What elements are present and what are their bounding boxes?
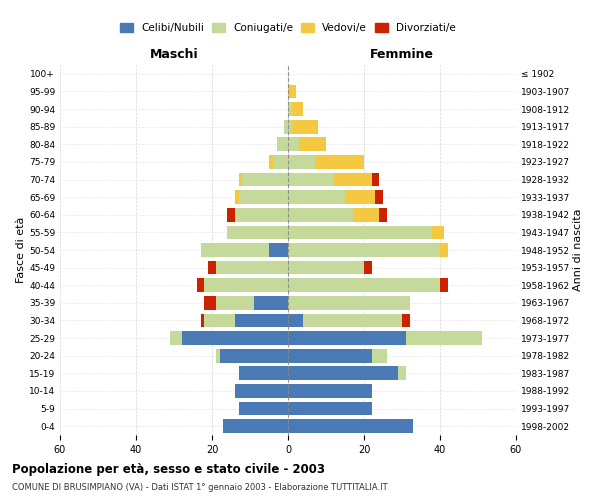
Bar (288, 155, 314, 169)
Bar (235, 208, 288, 222)
Bar (288, 120, 292, 134)
Bar (288, 296, 410, 310)
Bar (440, 243, 448, 257)
Y-axis label: Fasce di età: Fasce di età (16, 217, 26, 283)
Bar (288, 384, 371, 398)
Bar (269, 243, 288, 257)
Bar (254, 296, 288, 310)
Bar (277, 138, 288, 151)
Bar (379, 208, 387, 222)
Bar (205, 278, 288, 292)
Bar (288, 226, 433, 239)
Bar (288, 84, 296, 98)
Bar (292, 102, 303, 116)
Bar (288, 402, 371, 415)
Bar (227, 226, 288, 239)
Bar (239, 402, 288, 415)
Bar (235, 190, 239, 204)
Bar (376, 190, 383, 204)
Bar (288, 366, 398, 380)
Bar (334, 172, 371, 186)
Text: Femmine: Femmine (370, 48, 434, 62)
Bar (216, 349, 220, 362)
Bar (239, 366, 288, 380)
Bar (216, 296, 254, 310)
Bar (235, 314, 288, 328)
Bar (288, 314, 303, 328)
Bar (292, 120, 319, 134)
Bar (205, 296, 216, 310)
Text: Maschi: Maschi (149, 48, 199, 62)
Bar (220, 349, 288, 362)
Bar (371, 349, 387, 362)
Bar (345, 190, 376, 204)
Bar (288, 331, 406, 345)
Bar (242, 172, 288, 186)
Bar (288, 138, 299, 151)
Y-axis label: Anni di nascita: Anni di nascita (573, 209, 583, 291)
Text: COMUNE DI BRUSIMPIANO (VA) - Dati ISTAT 1° gennaio 2003 - Elaborazione TUTTITALI: COMUNE DI BRUSIMPIANO (VA) - Dati ISTAT … (12, 482, 388, 492)
Bar (288, 278, 440, 292)
Bar (197, 278, 205, 292)
Bar (205, 314, 235, 328)
Bar (433, 226, 444, 239)
Bar (227, 208, 235, 222)
Bar (288, 420, 413, 433)
Bar (216, 260, 288, 274)
Bar (288, 190, 345, 204)
Bar (208, 260, 216, 274)
Bar (288, 243, 440, 257)
Bar (284, 120, 288, 134)
Bar (200, 243, 269, 257)
Text: Popolazione per età, sesso e stato civile - 2003: Popolazione per età, sesso e stato civil… (12, 462, 325, 475)
Legend: Celibi/Nubili, Coniugati/e, Vedovi/e, Divorziati/e: Celibi/Nubili, Coniugati/e, Vedovi/e, Di… (116, 18, 460, 37)
Bar (353, 208, 379, 222)
Bar (364, 260, 371, 274)
Bar (440, 278, 448, 292)
Bar (371, 172, 379, 186)
Bar (235, 384, 288, 398)
Bar (223, 420, 288, 433)
Bar (170, 331, 182, 345)
Bar (406, 331, 482, 345)
Bar (269, 155, 273, 169)
Bar (200, 314, 205, 328)
Bar (314, 155, 364, 169)
Bar (402, 314, 410, 328)
Bar (398, 366, 406, 380)
Bar (288, 260, 364, 274)
Bar (288, 208, 353, 222)
Bar (299, 138, 326, 151)
Bar (288, 349, 371, 362)
Bar (182, 331, 288, 345)
Bar (303, 314, 402, 328)
Bar (239, 190, 288, 204)
Bar (273, 155, 288, 169)
Bar (288, 102, 292, 116)
Bar (288, 172, 334, 186)
Bar (239, 172, 242, 186)
